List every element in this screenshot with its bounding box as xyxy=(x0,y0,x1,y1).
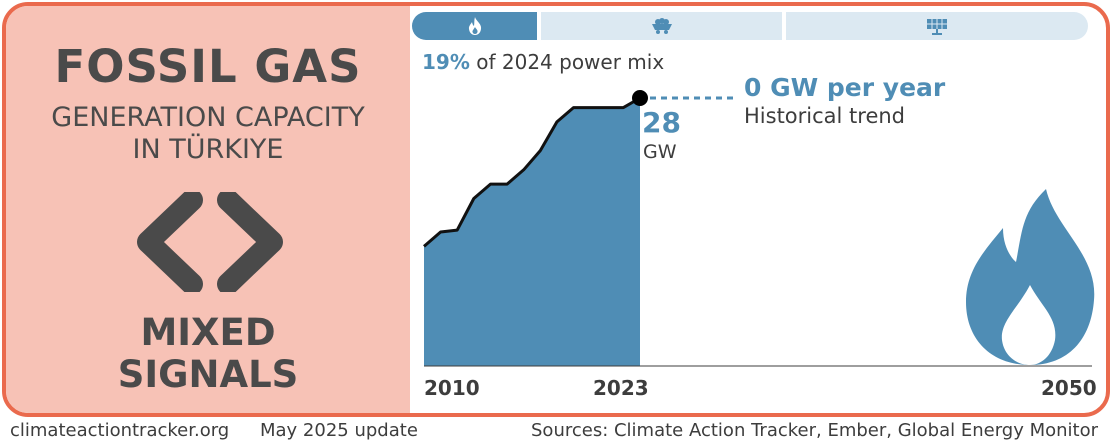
capacity-value: 28 xyxy=(642,106,681,139)
current-value-marker xyxy=(632,90,648,106)
tab-coal[interactable] xyxy=(541,12,782,40)
card-frame: FOSSIL GAS GENERATION CAPACITY IN TÜRKIY… xyxy=(2,2,1110,417)
status-line-2: SIGNALS xyxy=(117,353,299,396)
flame-illustration-icon xyxy=(966,189,1095,365)
coal-cart-icon xyxy=(651,18,672,34)
flame-icon xyxy=(468,17,481,35)
status-line-1: MIXED xyxy=(140,311,276,354)
summary-panel: FOSSIL GAS GENERATION CAPACITY IN TÜRKIY… xyxy=(6,6,410,413)
footer-sources: Sources: Climate Action Tracker, Ember, … xyxy=(531,420,1098,441)
subtitle-line-2: IN TÜRKIYE xyxy=(132,134,284,165)
footer-site-link[interactable]: climateactiontracker.org xyxy=(10,420,230,441)
subtitle-line-1: GENERATION CAPACITY xyxy=(51,102,365,133)
tab-solar[interactable] xyxy=(786,12,1088,40)
page-title: FOSSIL GAS xyxy=(54,40,362,93)
trend-rate: 0 GW per year xyxy=(744,73,946,102)
share-value: 19% xyxy=(422,50,470,74)
power-mix-share: 19% of 2024 power mix xyxy=(422,50,664,74)
x-tick-label: 2010 xyxy=(424,376,480,400)
x-tick-label: 2050 xyxy=(1041,376,1097,400)
fuel-tabs xyxy=(412,12,1088,40)
tab-fossil-gas[interactable] xyxy=(412,12,537,40)
capacity-unit: GW xyxy=(643,141,677,163)
capacity-line xyxy=(423,96,641,248)
x-tick-label: 2023 xyxy=(593,376,649,400)
chevrons-diverging-icon xyxy=(137,192,283,292)
subtitle: GENERATION CAPACITY IN TÜRKIYE xyxy=(6,102,410,166)
solar-panel-icon xyxy=(927,19,947,35)
share-text: of 2024 power mix xyxy=(476,50,665,74)
trend-label: Historical trend xyxy=(744,104,906,128)
status-label: MIXED SIGNALS xyxy=(6,312,410,396)
capacity-area xyxy=(424,98,640,366)
footer-update: May 2025 update xyxy=(260,420,418,441)
